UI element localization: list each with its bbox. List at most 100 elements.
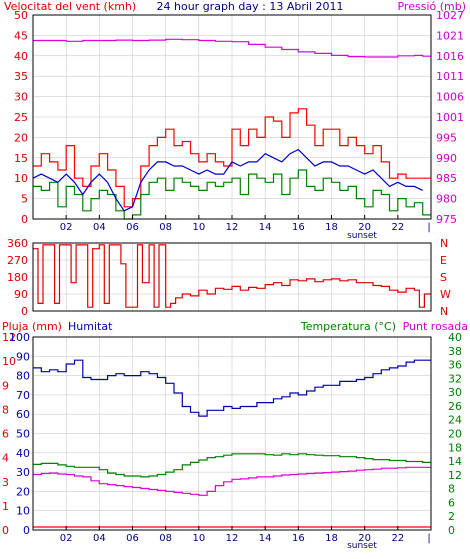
pressure-ticks: 975 980 985 990 995 1001 1006 1011 1016 1021 1027 [436,9,464,226]
panel-wind-pressure: 0 5 10 15 20 25 30 35 40 45 50 975 980 985 990 995 1001… [14,9,464,241]
pressure-tick-label: 1016 [436,50,464,63]
rain-tick-label: 12 [2,331,16,344]
humidity-ticks: 0 10 20 30 40 50 60 70 80 90 100 [9,331,30,537]
wind-speed-tick-label: 40 [14,50,28,63]
temperature-tick-label: 12 [448,469,462,482]
time-tick-label: 14 [259,533,272,544]
wind-speed-tick-label: 35 [14,70,28,83]
time-tick-label: 10 [192,533,205,544]
pressure-line [33,38,431,58]
panel-direction-frame [32,242,432,312]
temperature-tick-label: 36 [448,359,462,372]
humidity-tick-label: 70 [16,389,30,402]
time-end-mark: | [427,533,430,544]
pressure-tick-label: 980 [436,193,457,206]
time-tick-label: 22 [391,222,404,233]
humidity-tick-label: 0 [23,524,30,537]
wind-speed-tick-label: 5 [21,193,28,206]
wind-speed-tick-label: 30 [14,91,28,104]
humidity-axis-label: Humitat [68,320,113,333]
rain-tick-label: 3 [2,476,9,489]
time-tick-label: 16 [292,533,305,544]
temperature-tick-label: 24 [448,414,462,427]
wind-low-line [33,169,431,220]
humidity-tick-label: 40 [16,447,30,460]
wind-speed-tick-label: 10 [14,172,28,185]
direction-degree-ticks: 0 90 180 270 360 [7,237,28,318]
time-tick-label: 20 [358,533,371,544]
time-tick-label: 18 [325,222,338,233]
wind-speed-tick-label: 25 [14,111,28,124]
humidity-tick-label: 60 [16,408,30,421]
temperature-tick-label: 8 [448,483,455,496]
time-tick-label: 08 [159,222,172,233]
time-tick-label: 04 [93,533,106,544]
temperature-tick-label: 18 [448,441,462,454]
sunset-marker-bottom: sunset [347,541,377,551]
temperature-line [33,453,431,478]
sunset-marker-top: sunset [347,231,377,241]
time-tick-label: 08 [159,533,172,544]
rain-axis-label: Pluja (mm) [2,320,62,333]
pressure-tick-label: 1011 [436,70,464,83]
wind-direction-line [33,244,431,308]
compass-label: N [440,237,448,250]
temperature-tick-label: 2 [448,510,455,523]
time-tick-label: 06 [126,533,139,544]
time-tick-label: 22 [391,533,404,544]
time-tick-label: 04 [93,222,106,233]
pressure-tick-label: 1021 [436,29,464,42]
pressure-tick-label: 1006 [436,91,464,104]
humidity-tick-label: 50 [16,428,30,441]
wind-speed-ticks: 0 5 10 15 20 25 30 35 40 45 50 [14,9,28,226]
panel-temp-time-ticks: 02 04 06 08 10 12 14 16 18 20 22 | [60,526,431,544]
wind-direction-series [33,244,431,308]
compass-label: E [440,254,447,267]
panel-wind-time-ticks: 02 04 06 08 10 12 14 16 18 20 22 | [60,215,431,233]
panel-wind-frame [32,14,432,220]
time-tick-label: 16 [292,222,305,233]
time-tick-label: 12 [226,533,239,544]
pressure-axis-label: Pressió (mb) [397,0,466,13]
humidity-tick-label: 30 [16,466,30,479]
panel-temp-frame [32,336,432,531]
time-tick-label: 06 [126,222,139,233]
humidity-tick-label: 80 [16,370,30,383]
rain-tick-label: 1 [2,500,9,513]
humidity-tick-label: 20 [16,485,30,498]
rain-tick-label: 6 [2,428,9,441]
humidity-tick-label: 100 [9,331,30,344]
temperature-tick-label: 32 [448,372,462,385]
temperature-tick-label: 20 [448,428,462,441]
time-tick-label: 18 [325,533,338,544]
pressure-tick-label: 1001 [436,111,464,124]
wind-average-line [32,148,423,212]
time-end-mark: | [427,222,430,233]
wind-gust-line [33,108,431,208]
temperature-tick-label: 0 [448,524,455,537]
pressure-tick-label: 975 [436,213,457,226]
time-tick-label: 20 [358,222,371,233]
compass-label: W [440,288,451,301]
rain-ticks: 0 1 3 4 6 8 9 10 12 [2,331,16,537]
temperature-tick-label: 40 [448,331,462,344]
wind-speed-tick-label: 50 [14,9,28,22]
time-tick-label: 02 [60,533,73,544]
time-tick-label: 02 [60,222,73,233]
pressure-tick-label: 990 [436,152,457,165]
dewpoint-axis-label: Punt rosada [403,320,468,333]
rain-tick-label: 0 [2,524,9,537]
wind-speed-tick-label: 20 [14,131,28,144]
compass-label: N [440,305,448,318]
time-tick-label: 12 [226,222,239,233]
rain-tick-label: 8 [2,403,9,416]
wind-speed-tick-label: 15 [14,152,28,165]
compass-label: S [440,271,447,284]
time-tick-label: 10 [192,222,205,233]
direction-tick-label: 180 [7,271,28,284]
